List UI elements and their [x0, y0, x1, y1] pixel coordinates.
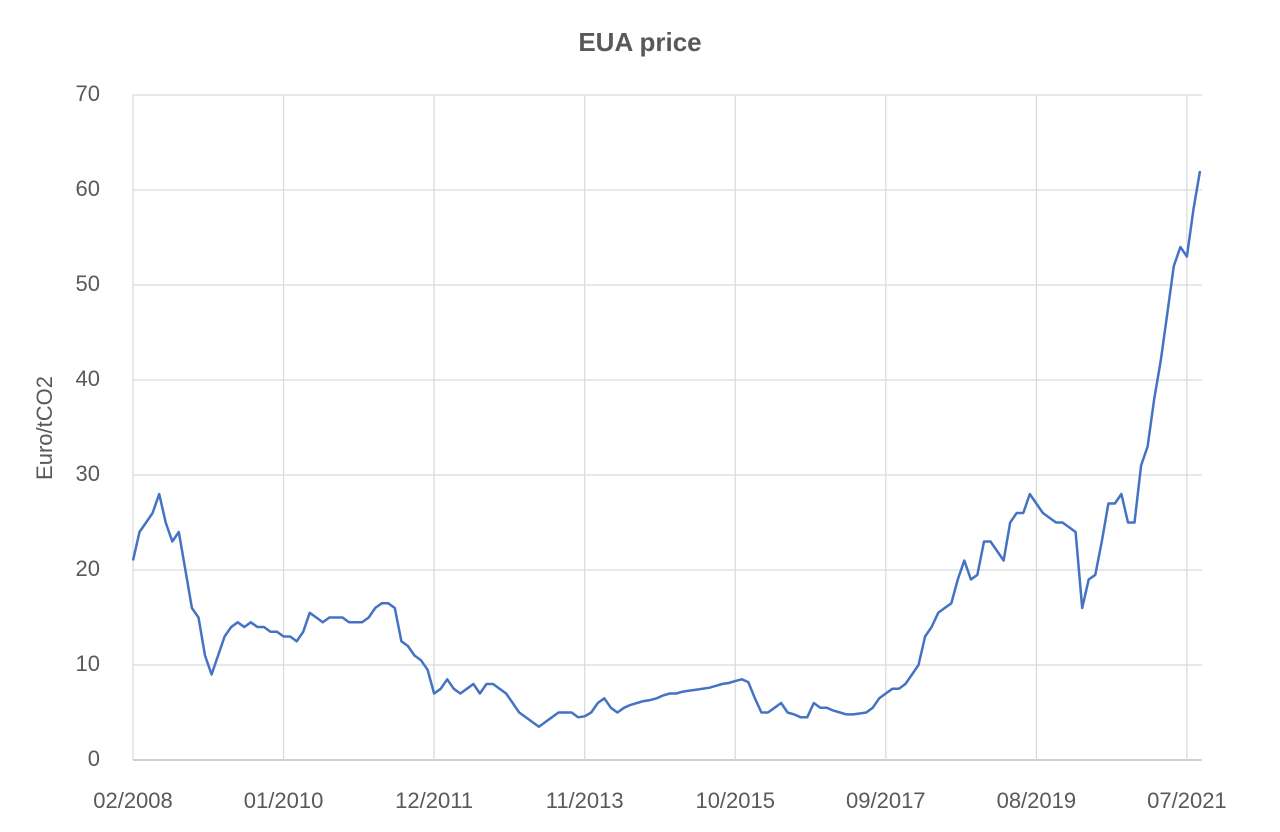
- x-tick-label: 10/2015: [695, 788, 775, 813]
- x-tick-label: 11/2013: [546, 788, 624, 813]
- y-axis-label: Euro/tCO2: [32, 376, 57, 480]
- x-tick-label: 08/2019: [997, 788, 1077, 813]
- y-tick-label: 60: [76, 176, 100, 201]
- x-tick-label: 12/2011: [395, 788, 473, 813]
- x-tick-label: 07/2021: [1147, 788, 1227, 813]
- y-tick-label: 10: [76, 651, 100, 676]
- x-tick-label: 02/2008: [93, 788, 173, 813]
- y-tick-label: 30: [76, 461, 100, 486]
- y-tick-label: 20: [76, 556, 100, 581]
- price-line: [131, 170, 1202, 729]
- y-tick-label: 40: [76, 366, 100, 391]
- x-tick-label: 09/2017: [846, 788, 926, 813]
- chart-title: EUA price: [578, 27, 701, 57]
- y-tick-label: 50: [76, 271, 100, 296]
- x-tick-label: 01/2010: [244, 788, 324, 813]
- y-tick-label: 70: [76, 81, 100, 106]
- y-tick-label: 0: [88, 746, 100, 771]
